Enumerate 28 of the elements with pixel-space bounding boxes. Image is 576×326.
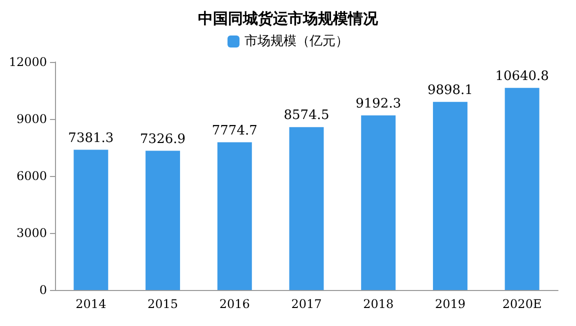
bar — [146, 150, 180, 290]
data-label: 10640.8 — [495, 68, 549, 84]
y-tick-label: 6000 — [16, 169, 47, 183]
data-label: 8574.5 — [284, 108, 330, 124]
y-tick-label: 12000 — [8, 55, 47, 69]
data-label: 7774.7 — [212, 123, 258, 138]
data-label: 7326.9 — [140, 132, 186, 147]
data-label: 7381.3 — [68, 130, 114, 146]
legend-label: 市场规模（亿元） — [244, 34, 348, 49]
x-tick-label: 2016 — [219, 297, 250, 311]
data-label: 9192.3 — [356, 96, 402, 112]
bar — [361, 115, 396, 290]
bar — [504, 88, 540, 290]
y-tick-label: 9000 — [16, 112, 47, 126]
x-tick-label: 2015 — [148, 297, 178, 311]
bar — [289, 127, 324, 290]
chart-title: 中国同城货运市场规模情况 — [198, 10, 379, 28]
bar — [74, 150, 108, 290]
bar — [217, 142, 252, 290]
data-label: 9898.1 — [427, 82, 473, 98]
x-tick-label: 2020E — [502, 297, 542, 311]
bar — [432, 102, 468, 290]
x-tick-label: 2019 — [434, 297, 466, 311]
y-tick-label: 3000 — [16, 226, 47, 240]
y-tick-label: 0 — [39, 283, 47, 297]
x-tick-label: 2017 — [291, 297, 322, 311]
x-tick-label: 2018 — [363, 297, 394, 311]
x-tick-label: 2014 — [76, 297, 107, 311]
